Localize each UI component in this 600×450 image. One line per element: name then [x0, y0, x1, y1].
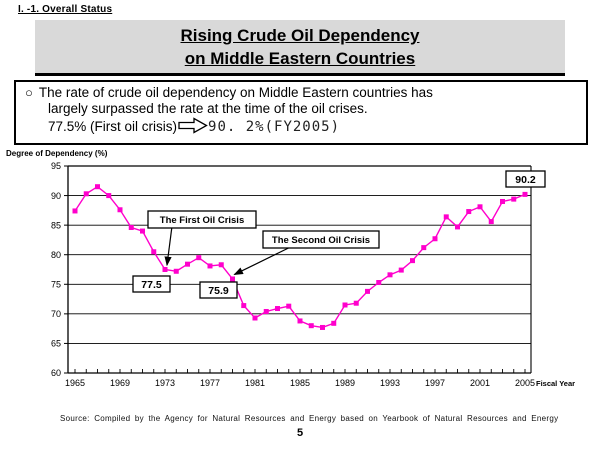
svg-text:80: 80 — [51, 250, 61, 260]
slide-title-line2: on Middle Eastern Countries — [184, 49, 416, 68]
svg-text:1997: 1997 — [425, 378, 445, 388]
svg-text:Fiscal Year: Fiscal Year — [536, 379, 575, 388]
svg-text:90: 90 — [51, 191, 61, 201]
svg-text:The Second Oil Crisis: The Second Oil Crisis — [272, 235, 370, 246]
summary-fy2005-value: 90. 2%(FY2005) — [208, 119, 341, 135]
summary-line1: The rate of crude oil dependency on Midd… — [38, 85, 433, 100]
svg-text:1965: 1965 — [65, 378, 85, 388]
svg-text:1973: 1973 — [155, 378, 175, 388]
page-number: 5 — [296, 427, 304, 439]
summary-crisis-value: 77.5% (First oil crisis) — [48, 119, 178, 134]
svg-text:1977: 1977 — [200, 378, 220, 388]
svg-text:90.2: 90.2 — [515, 174, 536, 186]
svg-text:1985: 1985 — [290, 378, 310, 388]
svg-text:70: 70 — [51, 309, 61, 319]
right-arrow-icon — [178, 117, 208, 138]
svg-text:85: 85 — [51, 220, 61, 230]
svg-text:1969: 1969 — [110, 378, 130, 388]
source-note: Source: Compiled by the Agency for Natur… — [60, 414, 559, 423]
slide-title-box: Rising Crude Oil Dependency on Middle Ea… — [35, 20, 565, 76]
section-header: I. -1. Overall Status — [18, 4, 113, 15]
slide-title-line1: Rising Crude Oil Dependency — [180, 26, 420, 45]
svg-text:1989: 1989 — [335, 378, 355, 388]
svg-text:Degree of Dependency (%): Degree of Dependency (%) — [6, 149, 108, 158]
svg-text:The First Oil Crisis: The First Oil Crisis — [160, 215, 244, 226]
svg-text:2001: 2001 — [470, 378, 490, 388]
svg-text:77.5: 77.5 — [141, 279, 162, 291]
svg-text:60: 60 — [51, 368, 61, 378]
summary-text-box: ○ The rate of crude oil dependency on Mid… — [14, 80, 588, 145]
svg-text:2005: 2005 — [515, 378, 535, 388]
chart-area: 60 65 70 75 80 85 90 95 1965 1969 1973 1977 1981 1985… — [0, 143, 600, 408]
dependency-line-chart: 60 65 70 75 80 85 90 95 1965 1969 1973 1977 1981 1985… — [6, 149, 575, 388]
svg-text:75.9: 75.9 — [208, 285, 229, 297]
circle-bullet-icon: ○ — [25, 85, 33, 100]
svg-text:1981: 1981 — [245, 378, 265, 388]
svg-text:95: 95 — [51, 161, 61, 171]
svg-text:75: 75 — [51, 279, 61, 289]
svg-text:1993: 1993 — [380, 378, 400, 388]
svg-text:65: 65 — [51, 339, 61, 349]
summary-line2: largely surpassed the rate at the time o… — [48, 101, 368, 116]
